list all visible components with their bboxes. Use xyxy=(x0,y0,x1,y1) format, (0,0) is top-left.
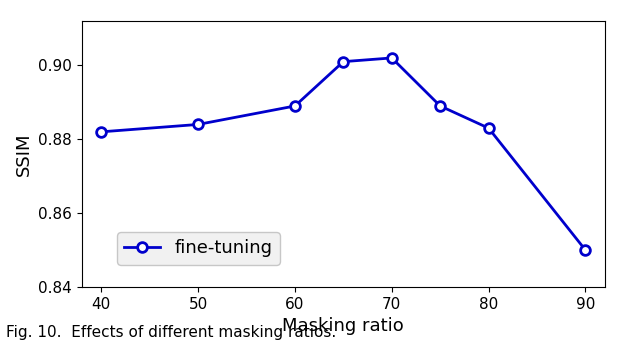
fine-tuning xyxy=(98,130,105,134)
fine-tuning xyxy=(581,248,589,252)
Y-axis label: SSIM: SSIM xyxy=(14,132,33,176)
fine-tuning xyxy=(194,122,202,127)
Legend: fine-tuning: fine-tuning xyxy=(117,232,280,265)
Line: fine-tuning: fine-tuning xyxy=(96,53,590,255)
fine-tuning xyxy=(437,104,444,108)
fine-tuning xyxy=(485,126,493,130)
X-axis label: Masking ratio: Masking ratio xyxy=(282,317,404,335)
Text: Fig. 10.  Effects of different masking ratios.: Fig. 10. Effects of different masking ra… xyxy=(6,326,336,341)
fine-tuning xyxy=(388,56,396,60)
fine-tuning xyxy=(291,104,299,108)
fine-tuning xyxy=(340,60,347,64)
